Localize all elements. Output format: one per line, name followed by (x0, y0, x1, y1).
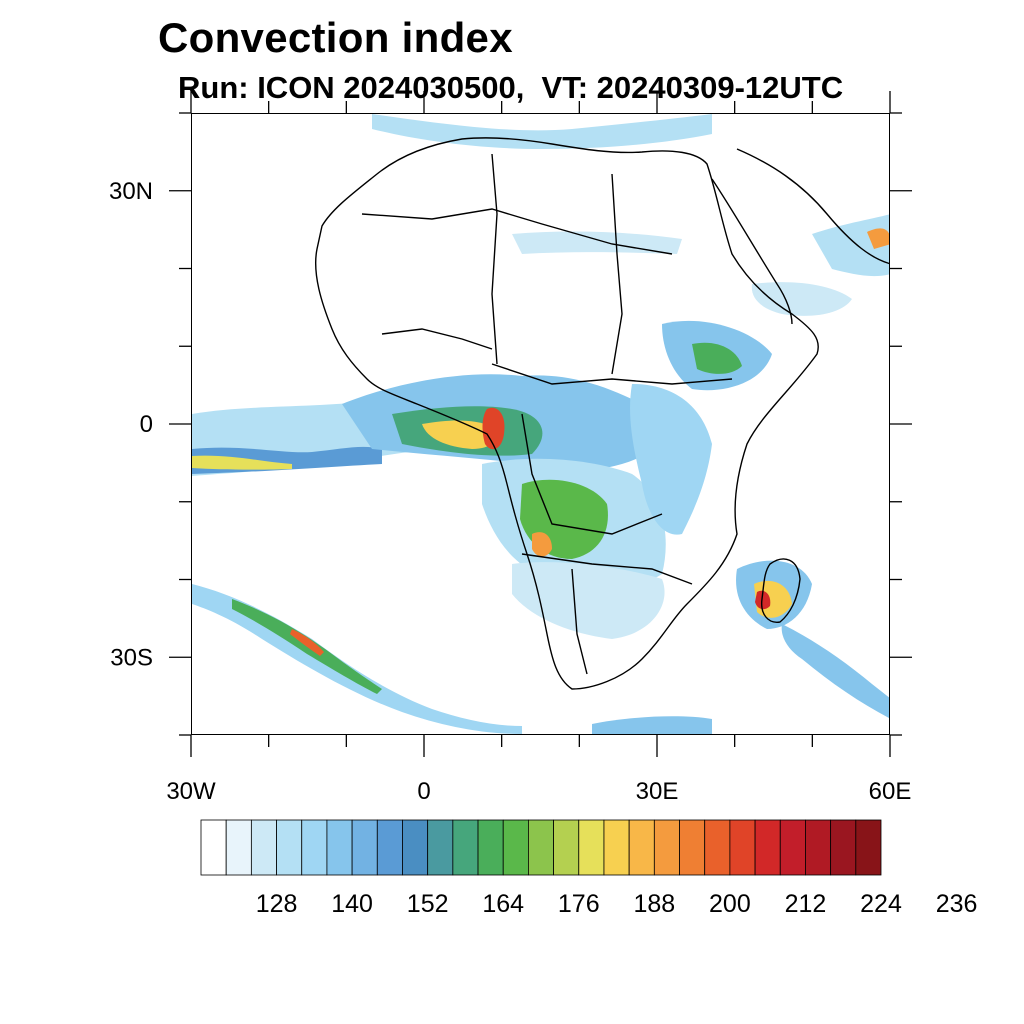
africa-convection-map (192, 114, 889, 734)
madagascar-coastline (761, 558, 801, 623)
red-sea-coast (711, 178, 793, 325)
field-arabia (812, 214, 889, 277)
field-sahara-band (512, 231, 682, 254)
colorbar-label: 224 (860, 890, 902, 918)
border-w1 (381, 328, 493, 350)
chart-subtitle: Run: ICON 2024030500, VT: 20240309-12UTC (178, 70, 844, 105)
colorbar: 128 140 152 164 176 188 200 212 224 236 (200, 819, 978, 918)
field-guinea-yellow (422, 420, 496, 449)
colorbar-swatch (855, 819, 882, 876)
colorbar-label: 164 (482, 890, 524, 918)
colorbar-swatch (225, 819, 252, 876)
border-n3 (611, 173, 623, 375)
arabia-coastline (736, 148, 889, 265)
coastlines-borders (314, 137, 889, 690)
colorbar-swatch (477, 819, 504, 876)
colorbar-swatch (603, 819, 630, 876)
colorbar-swatch (779, 819, 806, 876)
colorbar-swatch (452, 819, 479, 876)
field-south-atlantic-red (290, 629, 324, 656)
lon-label: 0 (417, 778, 430, 805)
colorbar-label: 188 (633, 890, 675, 918)
field-arabia-core (867, 228, 889, 249)
border-c1 (491, 363, 733, 385)
colorbar-label: 236 (936, 890, 978, 918)
colorbar-swatch (402, 819, 429, 876)
lat-label: 30N (109, 178, 153, 205)
colorbar-label: 152 (407, 890, 449, 918)
field-south-africa (512, 562, 665, 639)
border-s1 (521, 553, 693, 585)
colorbar-label: 200 (709, 890, 751, 918)
colorbar-swatch (679, 819, 706, 876)
border-c2 (521, 413, 663, 535)
field-mediterranean (372, 114, 712, 149)
colorbar-swatch (326, 819, 353, 876)
colorbar-swatch (704, 819, 731, 876)
colorbar-swatch (376, 819, 403, 876)
colorbar-label: 128 (256, 890, 298, 918)
colorbar-swatch (830, 819, 857, 876)
colorbar-label: 140 (331, 890, 373, 918)
field-east-mid (751, 282, 852, 316)
field-ethiopia-core (692, 342, 742, 374)
colorbar-swatch (653, 819, 680, 876)
field-east-africa (630, 384, 712, 535)
colorbar-swatch (502, 819, 529, 876)
border-n1 (361, 208, 673, 255)
lat-label: 0 (140, 411, 153, 438)
field-guinea-red (482, 407, 505, 450)
colorbar-label: 176 (558, 890, 600, 918)
colorbar-swatch (301, 819, 328, 876)
colorbar-swatch (276, 819, 303, 876)
colorbar-swatch (754, 819, 781, 876)
border-n2 (491, 153, 498, 365)
field-atlantic-inner (192, 455, 292, 470)
colorbar-swatch (729, 819, 756, 876)
convection-fields (192, 114, 889, 734)
africa-coastline (314, 137, 819, 690)
chart-title: Convection index (158, 14, 513, 61)
field-madagascar-red (755, 590, 771, 610)
map-panel (191, 113, 890, 735)
lat-label: 30S (110, 644, 153, 671)
colorbar-swatch (628, 819, 655, 876)
lon-label: 30W (166, 778, 216, 805)
field-congo-yellow (532, 532, 552, 557)
colorbar-swatch (578, 819, 605, 876)
field-indian-band (781, 624, 889, 718)
colorbar-swatch (553, 819, 580, 876)
lon-label: 60E (869, 778, 912, 805)
colorbar-swatch (427, 819, 454, 876)
colorbar-swatch (805, 819, 832, 876)
colorbar-swatch (200, 819, 227, 876)
colorbar-swatch (528, 819, 554, 876)
colorbar-label: 212 (785, 890, 827, 918)
border-s2 (571, 568, 588, 675)
colorbar-swatch (250, 819, 277, 876)
colorbar-swatch (351, 819, 378, 876)
lon-label: 30E (636, 778, 679, 805)
field-bottom-band (592, 716, 712, 734)
